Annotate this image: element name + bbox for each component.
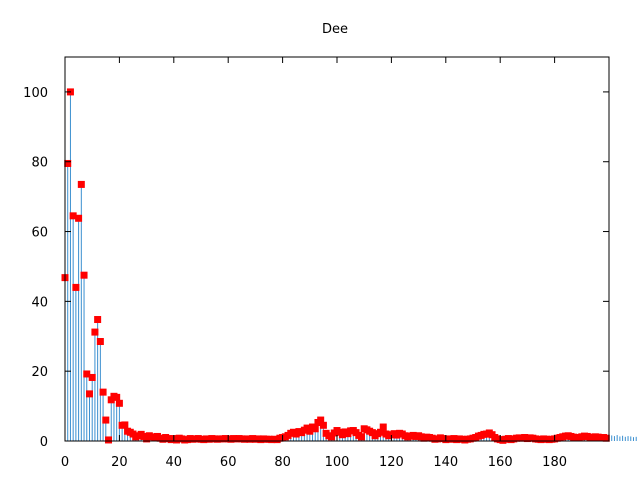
y-tick-label: 60 — [31, 226, 48, 241]
x-tick-label: 180 — [542, 455, 567, 470]
data-point — [75, 214, 83, 222]
point-series — [61, 88, 610, 444]
data-point — [96, 338, 104, 346]
data-point — [113, 393, 121, 401]
data-point — [88, 373, 96, 381]
data-point — [85, 390, 93, 398]
chart-title: Dee — [322, 22, 348, 37]
data-point — [91, 328, 99, 336]
x-axis: 0 20 40 60 80 100 120 140 160 180 — [61, 57, 567, 470]
plot-frame — [64, 56, 610, 442]
data-point — [105, 436, 113, 444]
y-tick-label: 40 — [31, 295, 48, 310]
data-point — [102, 416, 110, 424]
data-point — [80, 271, 88, 279]
data-point — [77, 180, 85, 188]
y-tick-label: 80 — [31, 156, 48, 171]
data-point — [311, 425, 319, 433]
data-point — [72, 283, 80, 291]
x-tick-label: 40 — [166, 455, 183, 470]
y-tick-label: 20 — [31, 365, 48, 380]
data-point — [94, 316, 102, 324]
x-tick-label: 140 — [433, 455, 458, 470]
data-point — [379, 423, 387, 431]
data-point — [64, 159, 72, 167]
data-point — [69, 212, 77, 220]
data-point — [306, 427, 314, 435]
x-tick-label: 160 — [488, 455, 513, 470]
y-tick-label: 100 — [23, 86, 48, 101]
data-point — [115, 399, 123, 407]
data-point — [357, 433, 365, 441]
x-tick-label: 20 — [111, 455, 128, 470]
x-tick-label: 120 — [379, 455, 404, 470]
data-point — [328, 433, 336, 441]
y-tick-label: 0 — [40, 435, 48, 450]
data-point — [83, 370, 91, 378]
x-tick-label: 80 — [274, 455, 291, 470]
data-point — [602, 434, 610, 442]
data-point — [121, 421, 129, 429]
impulse-series — [64, 91, 637, 441]
x-tick-label: 0 — [61, 455, 69, 470]
data-point — [99, 388, 107, 396]
data-point — [319, 421, 327, 429]
x-tick-label: 100 — [325, 455, 350, 470]
plot-border — [64, 56, 610, 442]
data-point — [377, 428, 385, 436]
data-point — [317, 416, 325, 424]
x-tick-label: 60 — [220, 455, 237, 470]
y-axis: 0 20 40 60 80 100 — [23, 86, 609, 450]
